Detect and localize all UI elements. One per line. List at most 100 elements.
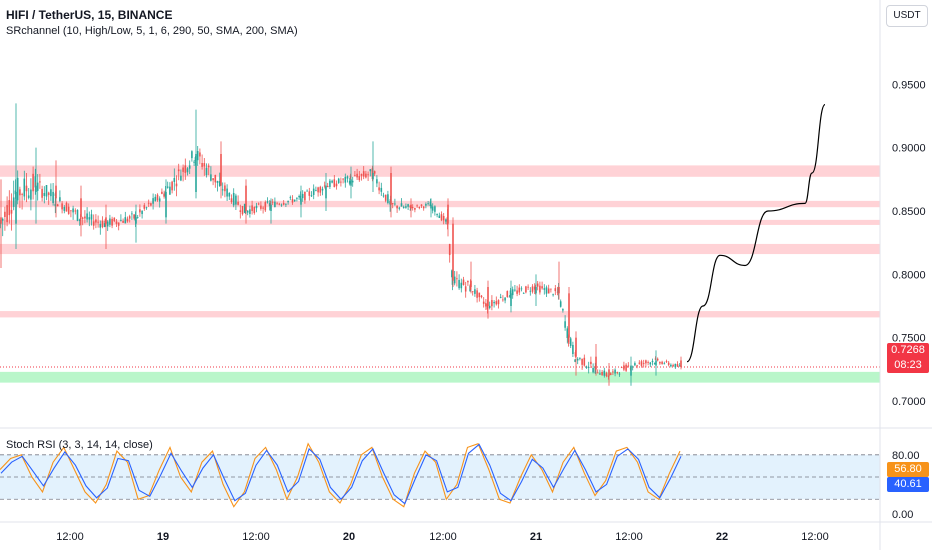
price-pane[interactable] — [0, 103, 880, 386]
candle-body — [32, 173, 34, 192]
candle-body — [241, 206, 244, 215]
candle-body — [166, 186, 169, 188]
candle-body — [539, 285, 541, 293]
candle-body — [342, 178, 344, 180]
candle-body — [186, 168, 189, 173]
candle-body — [145, 207, 148, 209]
candle-body — [86, 213, 88, 220]
currency-button[interactable]: USDT — [886, 5, 928, 27]
candle-body — [405, 206, 407, 208]
sr-zone — [0, 219, 880, 225]
y-tick-label: 0.9500 — [892, 79, 926, 91]
candle-body — [609, 373, 612, 376]
candle-body — [670, 364, 672, 367]
candle-body — [575, 337, 577, 357]
candle-body — [607, 375, 610, 378]
last-price-value: 0.7268 — [891, 344, 925, 356]
candle-body — [536, 283, 539, 287]
candle-body — [367, 174, 369, 176]
candle-body — [221, 189, 224, 191]
stoch-y-tick-label: 80.00 — [892, 450, 920, 462]
candle-body — [527, 286, 529, 288]
stoch-rsi-pane[interactable] — [0, 442, 880, 508]
candle-body — [585, 366, 588, 368]
candle-body — [63, 206, 66, 211]
candle-body — [23, 178, 26, 197]
candle-body — [276, 203, 278, 205]
candle-body — [280, 204, 283, 206]
candle-body — [499, 296, 502, 298]
candle-body — [196, 151, 199, 161]
candle-body — [6, 205, 8, 223]
candle-body — [678, 365, 681, 367]
last-price-tag: 0.7268 08:23 — [887, 343, 929, 373]
candle-body — [43, 193, 46, 196]
candle-body — [369, 169, 372, 172]
candle-body — [448, 244, 451, 256]
candle-body — [667, 362, 670, 365]
candle-body — [486, 303, 489, 310]
candle-body — [672, 364, 674, 367]
candle-body — [182, 167, 184, 172]
candle-body — [456, 278, 458, 280]
candle-body — [335, 183, 338, 187]
candle-body — [228, 192, 231, 197]
candle-body — [10, 209, 13, 214]
candle-body — [54, 203, 57, 207]
support-zone — [0, 371, 880, 383]
candle-body — [665, 361, 668, 362]
candle-body — [522, 293, 525, 294]
candle-body — [402, 206, 405, 208]
candle-body — [634, 363, 636, 366]
candle-body — [491, 300, 493, 307]
candle-body — [122, 220, 124, 223]
candle-body — [518, 287, 521, 293]
candle-body — [579, 357, 581, 359]
candle-body — [346, 176, 349, 179]
candle-body — [529, 290, 532, 292]
candle-body — [354, 175, 356, 177]
indicator-label: SRchannel (10, High/Low, 5, 1, 6, 290, 5… — [6, 25, 298, 37]
candle-body — [331, 180, 333, 183]
candle-body — [175, 183, 178, 187]
candle-body — [124, 217, 127, 224]
candle-body — [34, 176, 37, 188]
candle-body — [508, 296, 511, 298]
candle-body — [111, 218, 113, 226]
candle-body — [147, 202, 150, 204]
candle-body — [595, 356, 597, 370]
candle-body — [349, 175, 352, 179]
candle-body — [274, 201, 276, 207]
candle-body — [414, 207, 416, 210]
candle-body — [430, 204, 432, 209]
y-tick-label: 0.9000 — [892, 143, 926, 155]
candle-body — [139, 209, 141, 213]
candle-body — [337, 178, 340, 183]
candle-body — [510, 293, 512, 306]
y-tick-label: 0.7000 — [892, 396, 926, 408]
candle-body — [440, 214, 443, 221]
candle-body — [554, 288, 557, 292]
candle-body — [92, 221, 95, 226]
candle-body — [420, 204, 423, 206]
candle-body — [205, 167, 208, 176]
candle-body — [467, 280, 469, 283]
candle-body — [373, 171, 376, 174]
candle-body — [376, 179, 378, 184]
candle-body — [566, 328, 569, 339]
candle-body — [333, 179, 336, 188]
candle-body — [514, 289, 516, 291]
y-tick-label: 0.8500 — [892, 206, 926, 218]
stoch-k-tag: 56.80 — [887, 462, 929, 477]
candle-body — [556, 291, 559, 293]
candle-body — [506, 290, 509, 297]
candle-body — [659, 362, 661, 364]
candle-body — [531, 286, 534, 292]
candle-body — [590, 361, 592, 365]
candle-body — [409, 209, 412, 211]
candle-body — [152, 198, 154, 204]
candle-body — [569, 338, 572, 346]
candle-body — [640, 361, 643, 366]
candle-body — [323, 185, 326, 187]
